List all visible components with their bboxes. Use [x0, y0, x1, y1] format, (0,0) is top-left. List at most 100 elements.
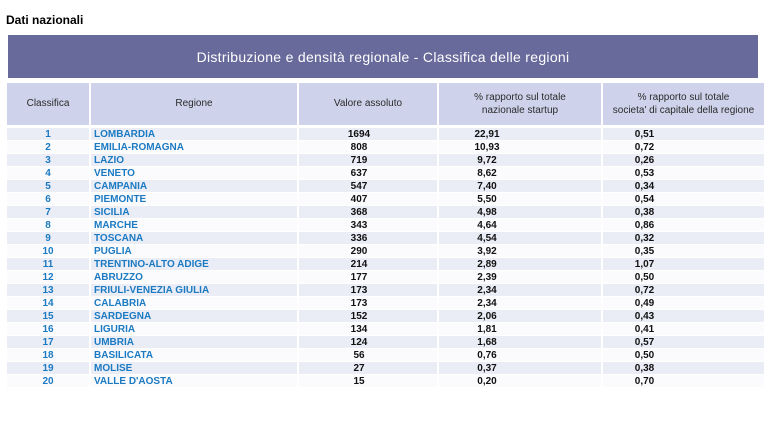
column-header-valore-assoluto: Valore assoluto [297, 83, 437, 128]
table-row: 12 ABRUZZO 177 2,39 0,50 [7, 271, 764, 284]
rank-link[interactable]: 14 [7, 297, 89, 310]
pct-national-cell: 2,06 [437, 310, 601, 323]
table-row: 14 CALABRIA 173 2,34 0,49 [7, 297, 764, 310]
column-header-classifica: Classifica [7, 83, 89, 128]
pct-national-cell: 2,89 [437, 258, 601, 271]
pct-national-cell: 1,81 [437, 323, 601, 336]
pct-regional-cell: 0,38 [601, 206, 764, 219]
table-row: 19 MOLISE 27 0,37 0,38 [7, 362, 764, 375]
pct-national-cell: 2,39 [437, 271, 601, 284]
region-link[interactable]: LOMBARDIA [89, 128, 297, 141]
table-row: 13 FRIULI-VENEZIA GIULIA 173 2,34 0,72 [7, 284, 764, 297]
value-cell: 124 [297, 336, 437, 349]
value-cell: 214 [297, 258, 437, 271]
table-row: 20 VALLE D'AOSTA 15 0,20 0,70 [7, 375, 764, 388]
rank-link[interactable]: 19 [7, 362, 89, 375]
rank-link[interactable]: 5 [7, 180, 89, 193]
value-cell: 336 [297, 232, 437, 245]
region-link[interactable]: PUGLIA [89, 245, 297, 258]
rank-link[interactable]: 18 [7, 349, 89, 362]
pct-regional-cell: 0,72 [601, 141, 764, 154]
rank-link[interactable]: 3 [7, 154, 89, 167]
rank-link[interactable]: 4 [7, 167, 89, 180]
value-cell: 290 [297, 245, 437, 258]
column-header-regione: Regione [89, 83, 297, 128]
page-title: Dati nazionali [6, 13, 84, 27]
region-link[interactable]: TRENTINO-ALTO ADIGE [89, 258, 297, 271]
rank-link[interactable]: 17 [7, 336, 89, 349]
value-cell: 808 [297, 141, 437, 154]
rank-link[interactable]: 10 [7, 245, 89, 258]
region-link[interactable]: VENETO [89, 167, 297, 180]
value-cell: 637 [297, 167, 437, 180]
value-cell: 56 [297, 349, 437, 362]
value-cell: 27 [297, 362, 437, 375]
pct-national-cell: 10,93 [437, 141, 601, 154]
region-link[interactable]: PIEMONTE [89, 193, 297, 206]
region-link[interactable]: MARCHE [89, 219, 297, 232]
region-link[interactable]: VALLE D'AOSTA [89, 375, 297, 388]
region-link[interactable]: SICILIA [89, 206, 297, 219]
pct-regional-cell: 0,72 [601, 284, 764, 297]
column-header-pct-nazionale-startup: % rapporto sul totale nazionale startup [437, 83, 601, 128]
region-link[interactable]: UMBRIA [89, 336, 297, 349]
value-cell: 547 [297, 180, 437, 193]
region-link[interactable]: SARDEGNA [89, 310, 297, 323]
table-row: 8 MARCHE 343 4,64 0,86 [7, 219, 764, 232]
region-link[interactable]: EMILIA-ROMAGNA [89, 141, 297, 154]
pct-national-cell: 2,34 [437, 297, 601, 310]
pct-regional-cell: 0,34 [601, 180, 764, 193]
rank-link[interactable]: 2 [7, 141, 89, 154]
value-cell: 1694 [297, 128, 437, 141]
pct-regional-cell: 0,51 [601, 128, 764, 141]
pct-regional-cell: 0,41 [601, 323, 764, 336]
rank-link[interactable]: 1 [7, 128, 89, 141]
value-cell: 173 [297, 297, 437, 310]
region-link[interactable]: ABRUZZO [89, 271, 297, 284]
table-row: 2 EMILIA-ROMAGNA 808 10,93 0,72 [7, 141, 764, 154]
section-banner: Distribuzione e densità regionale - Clas… [8, 35, 758, 78]
table-row: 6 PIEMONTE 407 5,50 0,54 [7, 193, 764, 206]
pct-regional-cell: 0,50 [601, 349, 764, 362]
pct-national-cell: 3,92 [437, 245, 601, 258]
pct-national-cell: 4,64 [437, 219, 601, 232]
pct-regional-cell: 0,49 [601, 297, 764, 310]
rank-link[interactable]: 13 [7, 284, 89, 297]
pct-national-cell: 9,72 [437, 154, 601, 167]
pct-national-cell: 5,50 [437, 193, 601, 206]
rank-link[interactable]: 7 [7, 206, 89, 219]
region-link[interactable]: BASILICATA [89, 349, 297, 362]
pct-national-cell: 0,76 [437, 349, 601, 362]
value-cell: 368 [297, 206, 437, 219]
column-header-pct-societa-capitale: % rapporto sul totale societa' di capita… [601, 83, 764, 128]
rank-link[interactable]: 8 [7, 219, 89, 232]
rank-link[interactable]: 20 [7, 375, 89, 388]
table-row: 4 VENETO 637 8,62 0,53 [7, 167, 764, 180]
pct-regional-cell: 0,86 [601, 219, 764, 232]
region-link[interactable]: CAMPANIA [89, 180, 297, 193]
table-row: 5 CAMPANIA 547 7,40 0,34 [7, 180, 764, 193]
value-cell: 177 [297, 271, 437, 284]
pct-regional-cell: 0,32 [601, 232, 764, 245]
region-link[interactable]: MOLISE [89, 362, 297, 375]
pct-regional-cell: 0,70 [601, 375, 764, 388]
rank-link[interactable]: 16 [7, 323, 89, 336]
pct-national-cell: 7,40 [437, 180, 601, 193]
pct-national-cell: 4,54 [437, 232, 601, 245]
table-header-row: Classifica Regione Valore assoluto % rap… [7, 83, 764, 128]
value-cell: 15 [297, 375, 437, 388]
rank-link[interactable]: 6 [7, 193, 89, 206]
region-link[interactable]: TOSCANA [89, 232, 297, 245]
region-link[interactable]: LAZIO [89, 154, 297, 167]
region-link[interactable]: CALABRIA [89, 297, 297, 310]
pct-national-cell: 4,98 [437, 206, 601, 219]
rank-link[interactable]: 15 [7, 310, 89, 323]
region-link[interactable]: FRIULI-VENEZIA GIULIA [89, 284, 297, 297]
value-cell: 719 [297, 154, 437, 167]
rank-link[interactable]: 9 [7, 232, 89, 245]
pct-national-cell: 0,20 [437, 375, 601, 388]
rank-link[interactable]: 11 [7, 258, 89, 271]
table-row: 9 TOSCANA 336 4,54 0,32 [7, 232, 764, 245]
rank-link[interactable]: 12 [7, 271, 89, 284]
region-link[interactable]: LIGURIA [89, 323, 297, 336]
